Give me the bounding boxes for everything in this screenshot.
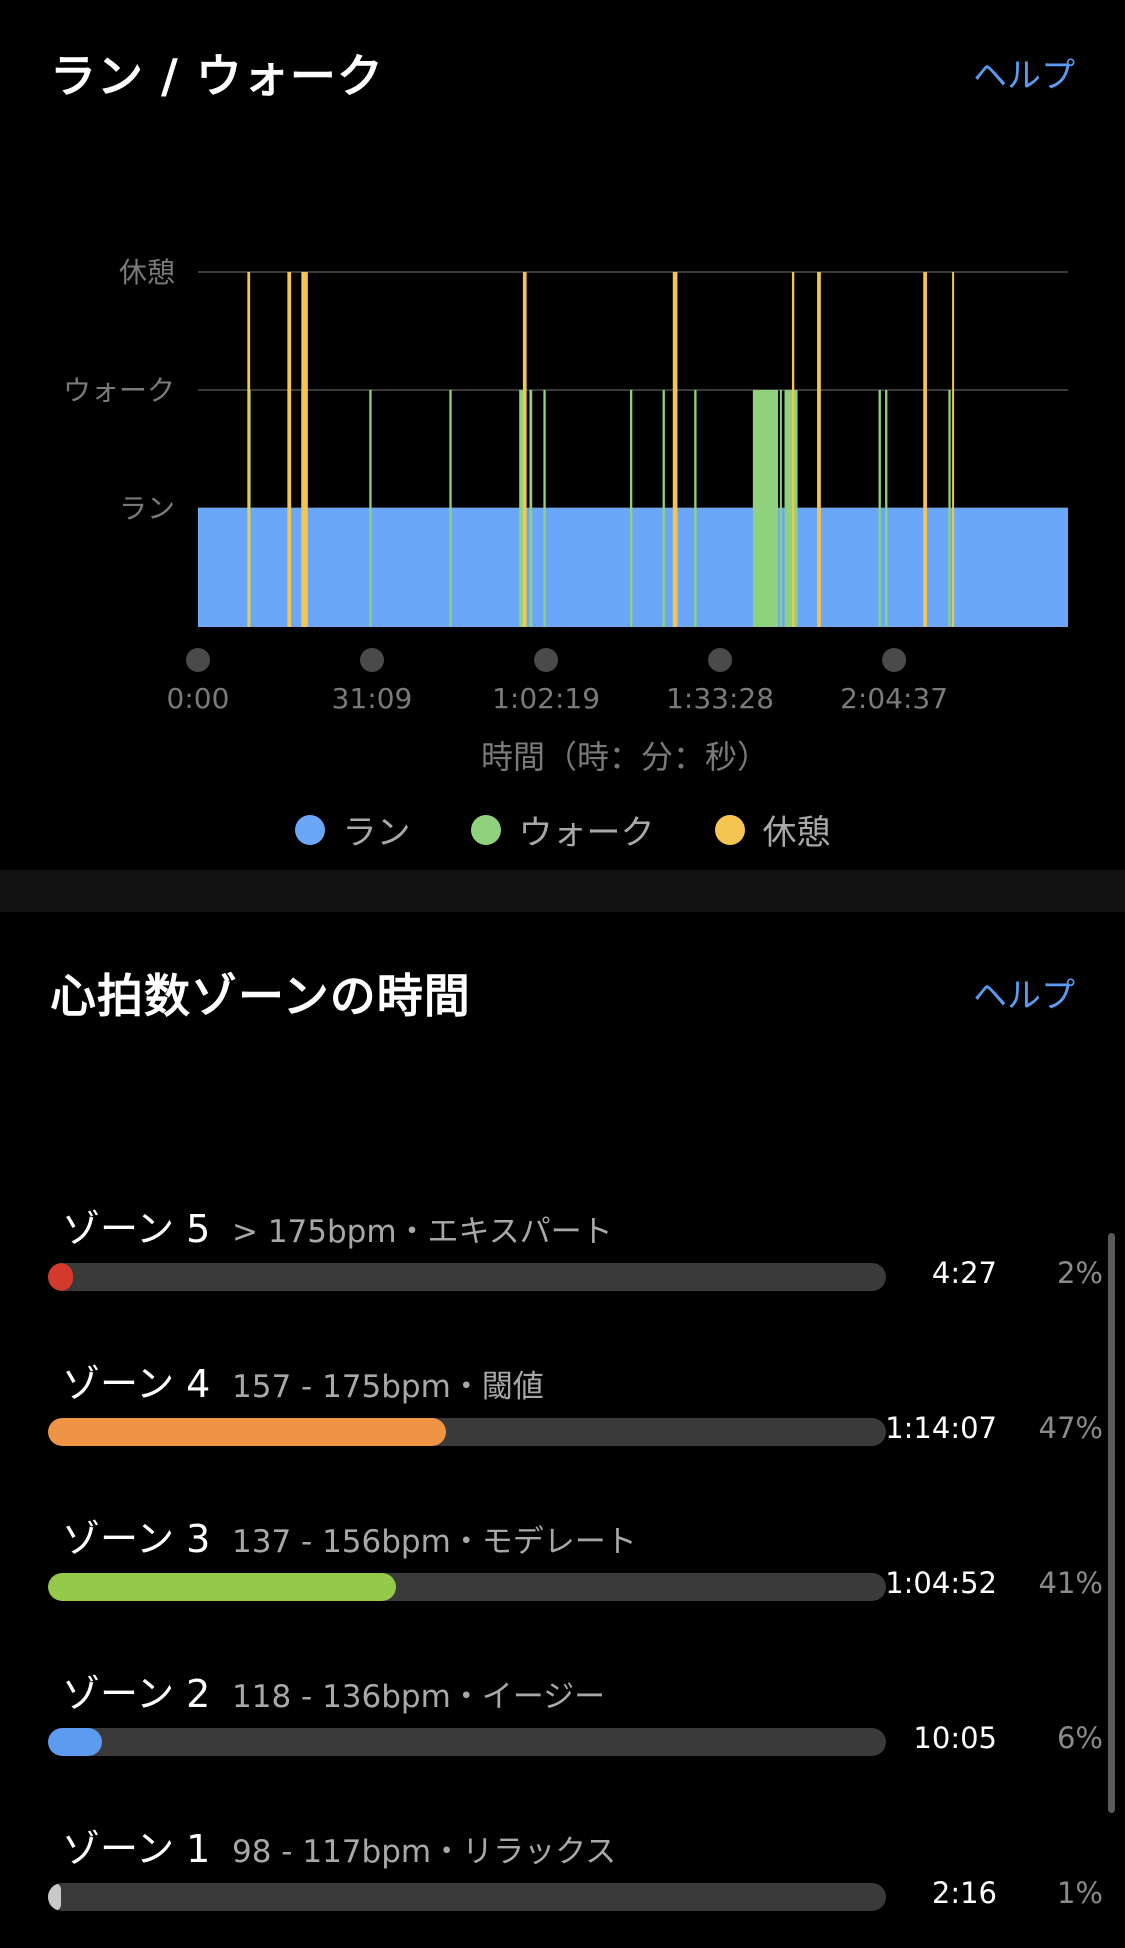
zone-percent: 1% [1056, 1876, 1103, 1910]
zone-bar-fill [48, 1728, 103, 1756]
zone-row-3: ゾーン 3 137 - 156bpm・モデレート 1:04:52 41% [0, 1508, 1125, 1638]
bar-walk [543, 390, 546, 627]
zone-bar-track [48, 1883, 886, 1911]
legend-label-walk: ウォーク [518, 813, 655, 853]
zone-name: ゾーン 4 [62, 1362, 211, 1406]
bar-rest [791, 272, 795, 627]
bar-walk [529, 390, 533, 627]
zone-bar-fill [48, 1573, 396, 1601]
bar-rest [672, 272, 678, 627]
bar-walk [449, 390, 452, 627]
bar-rest [952, 272, 955, 627]
y-axis-label: ラン [119, 492, 175, 525]
x-tick-dot [186, 648, 210, 672]
run-walk-help-link[interactable]: ヘルプ [973, 56, 1075, 96]
zone-bar-track [48, 1573, 886, 1601]
x-tick-dot [882, 648, 907, 672]
bar-walk [779, 390, 782, 627]
bar-rest [817, 272, 821, 627]
zone-description: > 175bpm・エキスパート [232, 1214, 613, 1250]
legend-label-rest: 休憩 [762, 813, 831, 853]
zone-name: ゾーン 2 [62, 1672, 211, 1716]
x-tick-label: 31:09 [332, 682, 413, 715]
zone-bar-track [48, 1263, 886, 1291]
zone-name: ゾーン 5 [62, 1207, 211, 1251]
x-tick-label: 1:02:19 [492, 682, 600, 715]
bar-rest [301, 272, 308, 627]
zone-percent: 41% [1038, 1566, 1103, 1600]
legend-label-run: ラン [342, 813, 411, 853]
zone-percent: 47% [1038, 1411, 1103, 1445]
legend-item-run: ラン [294, 805, 411, 854]
zone-percent: 2% [1056, 1256, 1103, 1290]
zone-time: 1:04:52 [885, 1566, 997, 1600]
bar-walk [662, 390, 665, 627]
zone-row-1: ゾーン 1 98 - 117bpm・リラックス 2:16 1% [0, 1818, 1125, 1948]
zone-description: 137 - 156bpm・モデレート [232, 1524, 637, 1560]
x-tick-label: 1:33:28 [666, 682, 774, 715]
x-axis-title: 時間（時：分：秒） [481, 738, 769, 776]
legend-dot-walk [470, 814, 501, 845]
x-tick-dot [360, 648, 384, 672]
zone-row-2: ゾーン 2 118 - 136bpm・イージー 10:05 6% [0, 1663, 1125, 1793]
zone-description: 157 - 175bpm・閾値 [232, 1369, 544, 1405]
zone-description: 98 - 117bpm・リラックス [232, 1834, 617, 1870]
bar-walk [369, 390, 372, 627]
hr-zones-help-link[interactable]: ヘルプ [973, 976, 1075, 1016]
legend-dot-rest [714, 814, 745, 845]
zone-bar-fill [48, 1263, 74, 1291]
chart-legend: ラン ウォーク 休憩 [0, 805, 1125, 854]
zone-row-5: ゾーン 5 > 175bpm・エキスパート 4:27 2% [0, 1198, 1125, 1328]
bar-walk [694, 390, 697, 627]
zone-time: 4:27 [931, 1256, 997, 1290]
bar-rest [247, 272, 251, 627]
zone-name: ゾーン 1 [62, 1827, 211, 1871]
section-divider [0, 870, 1125, 912]
bar-walk [519, 390, 524, 627]
bar-run [198, 508, 1068, 627]
bar-rest [287, 272, 292, 627]
x-tick-label: 2:04:37 [840, 682, 948, 715]
zone-percent: 6% [1056, 1721, 1103, 1755]
legend-item-walk: ウォーク [470, 805, 655, 854]
bar-walk [948, 390, 951, 627]
zone-bar-fill [48, 1883, 61, 1911]
legend-dot-run [294, 814, 325, 845]
zone-bar-track [48, 1418, 886, 1446]
zone-row-4: ゾーン 4 157 - 175bpm・閾値 1:14:07 47% [0, 1353, 1125, 1483]
bar-walk [752, 390, 778, 627]
bar-walk [878, 390, 881, 627]
bar-rest [522, 272, 527, 627]
x-tick-dot [534, 648, 559, 672]
bar-rest [923, 272, 927, 627]
run-walk-title: ラン / ウォーク [50, 49, 384, 103]
legend-item-rest: 休憩 [714, 805, 831, 854]
bar-walk [885, 390, 888, 627]
zone-bar-track [48, 1728, 886, 1756]
y-axis-label: 休憩 [119, 256, 175, 289]
y-axis-label: ウォーク [63, 374, 175, 407]
zone-description: 118 - 136bpm・イージー [232, 1679, 606, 1715]
hr-zones-title: 心拍数ゾーンの時間 [50, 969, 471, 1023]
bar-walk [784, 390, 798, 627]
zone-bar-fill [48, 1418, 447, 1446]
zone-name: ゾーン 3 [62, 1517, 211, 1561]
zone-time: 10:05 [913, 1721, 997, 1755]
scrollbar[interactable] [1108, 1233, 1115, 1813]
zone-time: 2:16 [931, 1876, 997, 1910]
x-tick-dot [708, 648, 733, 672]
bar-walk [629, 390, 633, 627]
x-tick-label: 0:00 [167, 682, 230, 715]
zone-time: 1:14:07 [885, 1411, 997, 1445]
